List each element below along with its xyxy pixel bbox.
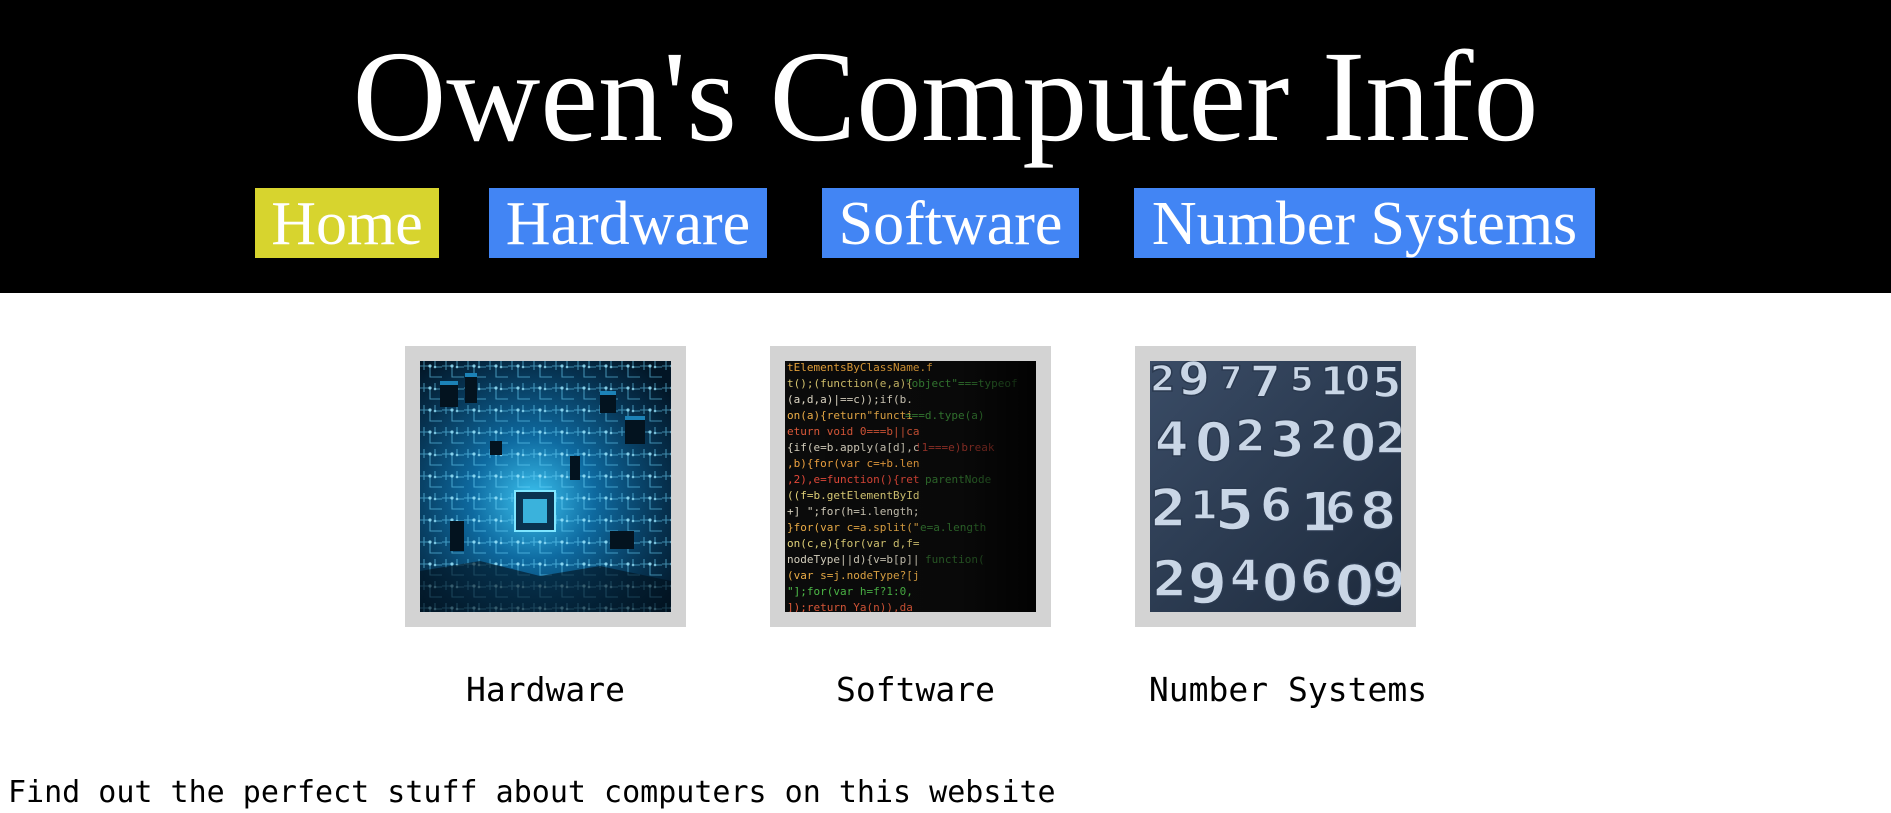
hardware-caption-link[interactable]: Hardware [466,670,625,709]
source-code-image: tElementsByClassName.f t();(function(e,a… [785,361,1036,612]
nav-hardware[interactable]: Hardware [489,188,767,258]
svg-text:6: 6 [1300,550,1332,604]
svg-text:3: 3 [1270,411,1305,469]
svg-text:8: 8 [1360,482,1396,542]
svg-text:0: 0 [1340,414,1376,474]
svg-text:9: 9 [1372,553,1401,609]
svg-text:0: 0 [1195,411,1233,474]
svg-text:4: 4 [1155,412,1188,468]
software-card-link[interactable]: tElementsByClassName.f t();(function(e,a… [770,346,1051,627]
svg-text:2: 2 [1152,550,1187,608]
3d-numbers-image: 2 9 7 7 5 1 0 5 4 0 2 3 2 0 2 2 1 5 6 1 [1150,361,1401,612]
svg-text:0: 0 [1262,554,1298,612]
number-systems-caption-link[interactable]: Number Systems [1148,670,1428,709]
svg-text:5: 5 [1372,361,1401,407]
svg-text:1: 1 [1300,481,1338,544]
svg-text:7: 7 [1220,361,1242,397]
svg-text:4: 4 [1230,551,1261,602]
nav-number-systems[interactable]: Number Systems [1134,188,1595,258]
svg-text:2: 2 [1150,361,1175,400]
svg-text:2: 2 [1235,411,1266,462]
svg-text:1: 1 [1320,361,1348,405]
intro-text: Find out the perfect stuff about compute… [8,775,1056,810]
svg-text:9: 9 [1178,361,1210,406]
svg-text:6: 6 [1260,478,1292,532]
circuit-board-image [420,361,671,612]
nav-software[interactable]: Software [822,188,1079,258]
svg-text:2: 2 [1150,479,1186,539]
svg-text:5: 5 [1215,478,1254,543]
nav-home[interactable]: Home [255,188,439,258]
svg-text:2: 2 [1310,413,1338,459]
svg-text:9: 9 [1188,552,1227,612]
svg-text:7: 7 [1250,361,1281,408]
hardware-card-link[interactable] [405,346,686,627]
svg-text:0: 0 [1345,361,1370,400]
svg-text:0: 0 [1335,554,1374,612]
number-systems-card-link[interactable]: 2 9 7 7 5 1 0 5 4 0 2 3 2 0 2 2 1 5 6 1 [1135,346,1416,627]
site-header: Owen's Computer Info Home Hardware Softw… [0,0,1891,293]
svg-text:1: 1 [1190,483,1218,529]
software-caption-link[interactable]: Software [836,670,995,709]
site-title: Owen's Computer Info [352,25,1539,169]
svg-text:6: 6 [1325,483,1356,534]
svg-text:5: 5 [1290,361,1314,400]
svg-text:2: 2 [1375,413,1401,464]
